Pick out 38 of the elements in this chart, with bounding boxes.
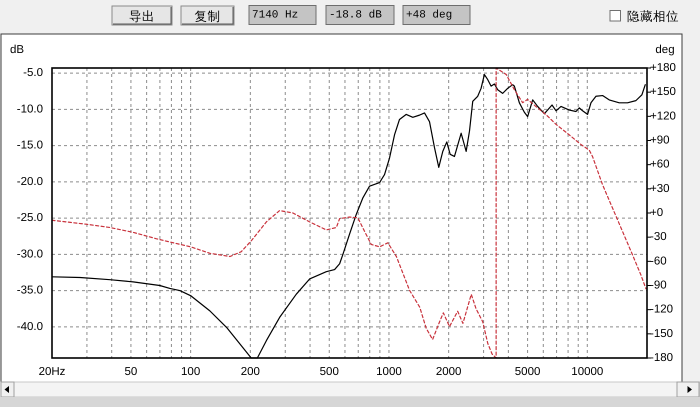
x-tick-label: 200 bbox=[240, 366, 260, 378]
button: 复制 bbox=[180, 6, 234, 26]
button: 导出 bbox=[112, 6, 172, 26]
y2-tick-label: +120 bbox=[650, 110, 676, 122]
y2-tick-label: -60 bbox=[650, 255, 667, 268]
y2-axis-title: deg bbox=[655, 44, 675, 56]
y2-tick-label: +180 bbox=[650, 62, 676, 74]
y-tick-label: -25.0 bbox=[16, 212, 43, 224]
x-tick-label: 10000 bbox=[571, 366, 604, 378]
y-tick-label: -40.0 bbox=[16, 320, 43, 333]
checkbox: 隐藏相位 bbox=[610, 8, 679, 24]
y-tick-label: -10.0 bbox=[16, 103, 43, 116]
y2-tick-label: +30 bbox=[650, 182, 670, 195]
y-tick-label: -5.0 bbox=[23, 67, 43, 80]
readout: 7140 Hz bbox=[248, 5, 316, 25]
x-tick-label: 1000 bbox=[376, 366, 402, 378]
y2-tick-label: -90 bbox=[650, 280, 667, 292]
y2-tick-label: -30 bbox=[650, 231, 667, 244]
y-axis-title: dB bbox=[10, 44, 24, 56]
y2-tick-label: -120 bbox=[650, 304, 674, 316]
y2-tick-label: +0 bbox=[650, 207, 664, 219]
y-tick-label: -35.0 bbox=[16, 284, 43, 297]
readout: -18.8 dB bbox=[326, 5, 394, 25]
x-tick-label: 100 bbox=[181, 366, 200, 378]
x-tick-label: 2000 bbox=[436, 366, 462, 378]
x-tick-label: 500 bbox=[320, 366, 339, 378]
y2-tick-label: +150 bbox=[650, 86, 676, 98]
x-tick-label: 5000 bbox=[514, 366, 540, 378]
y-tick-label: -15.0 bbox=[16, 140, 43, 152]
y-tick-label: -30.0 bbox=[16, 248, 43, 260]
y2-tick-label: +60 bbox=[650, 158, 670, 171]
y2-tick-label: +90 bbox=[650, 134, 670, 146]
y-tick-label: -20.0 bbox=[16, 176, 43, 188]
y2-tick-label: -150 bbox=[650, 328, 674, 340]
x-tick-label: 50 bbox=[124, 366, 138, 378]
readout: +48 deg bbox=[402, 5, 470, 25]
y2-tick-label: -180 bbox=[650, 352, 674, 364]
x-tick-label: 20Hz bbox=[38, 366, 66, 378]
